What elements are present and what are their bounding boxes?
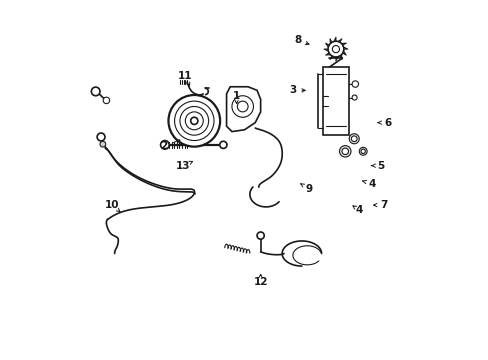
Circle shape xyxy=(339,145,350,157)
Circle shape xyxy=(351,81,358,87)
Text: 10: 10 xyxy=(104,200,119,210)
Text: 4: 4 xyxy=(355,206,362,216)
Circle shape xyxy=(219,141,226,148)
Circle shape xyxy=(180,107,208,135)
Circle shape xyxy=(360,149,365,153)
Circle shape xyxy=(190,117,198,125)
Circle shape xyxy=(91,87,100,96)
Circle shape xyxy=(327,41,343,57)
Circle shape xyxy=(185,112,203,130)
Circle shape xyxy=(174,101,214,140)
Text: 3: 3 xyxy=(289,85,296,95)
Text: 2: 2 xyxy=(160,141,167,151)
Text: 4: 4 xyxy=(367,179,375,189)
Text: 9: 9 xyxy=(305,184,312,194)
Circle shape xyxy=(257,232,264,239)
Text: 11: 11 xyxy=(178,71,192,81)
Circle shape xyxy=(351,95,356,100)
Text: 5: 5 xyxy=(376,161,384,171)
Circle shape xyxy=(359,147,366,155)
Circle shape xyxy=(100,141,105,147)
Circle shape xyxy=(103,97,109,104)
Text: 8: 8 xyxy=(293,35,301,45)
Circle shape xyxy=(351,136,356,141)
Circle shape xyxy=(168,95,220,147)
Circle shape xyxy=(231,96,253,117)
Circle shape xyxy=(332,45,339,53)
Circle shape xyxy=(348,134,359,144)
Text: 7: 7 xyxy=(380,200,387,210)
Circle shape xyxy=(97,133,105,141)
Circle shape xyxy=(341,148,348,154)
Circle shape xyxy=(237,101,247,112)
Text: 1: 1 xyxy=(232,91,240,101)
Circle shape xyxy=(160,140,169,149)
FancyBboxPatch shape xyxy=(323,67,348,135)
Text: 6: 6 xyxy=(384,118,391,128)
Text: 12: 12 xyxy=(253,277,267,287)
Text: 13: 13 xyxy=(176,161,190,171)
